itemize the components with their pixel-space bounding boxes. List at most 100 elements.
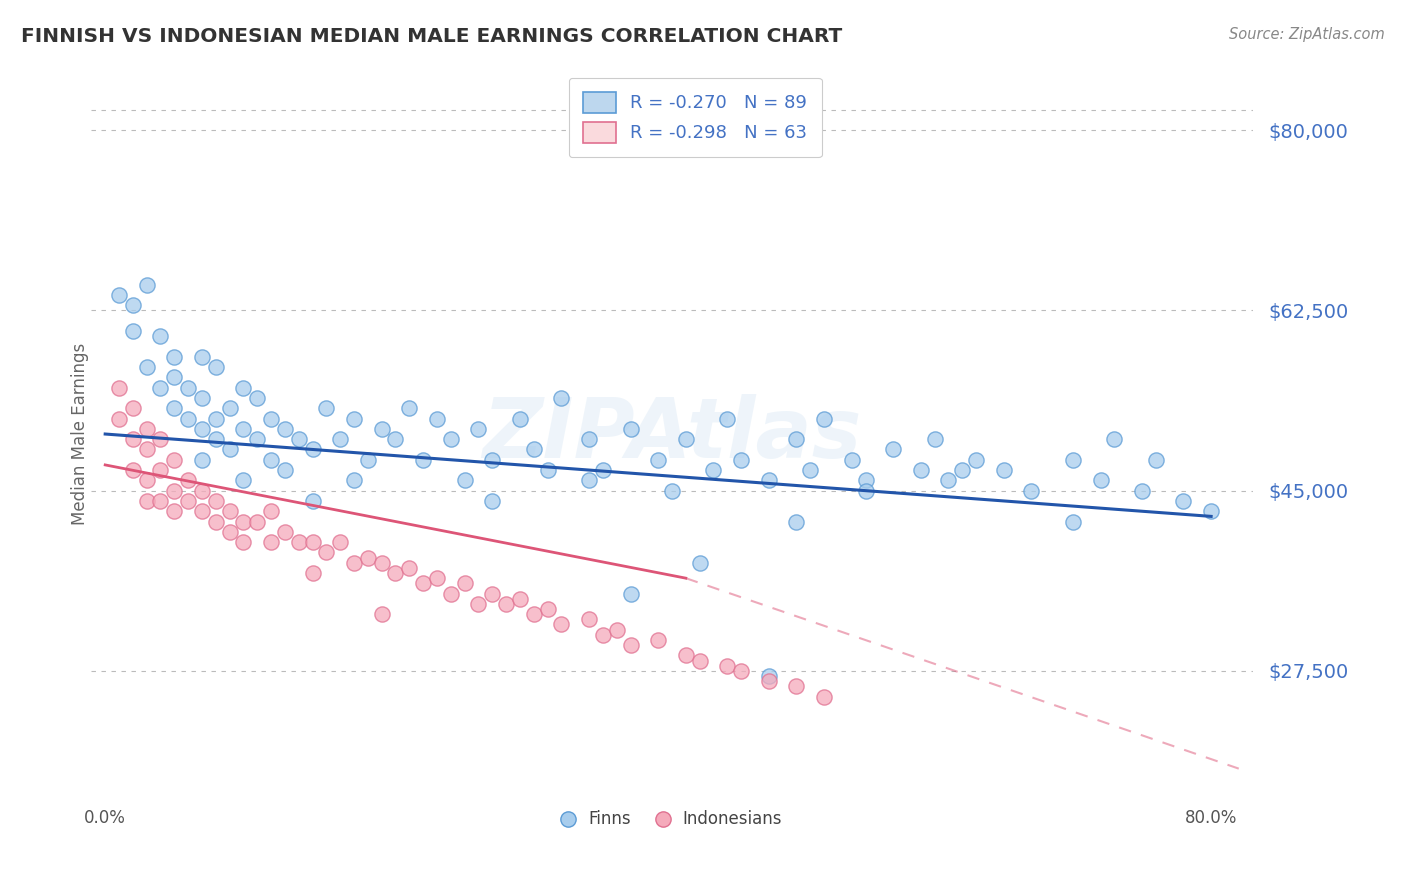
Point xyxy=(135,360,157,375)
Point xyxy=(163,504,186,518)
Point xyxy=(675,648,697,663)
Point xyxy=(523,607,546,622)
Point xyxy=(191,350,214,364)
Point xyxy=(121,463,143,477)
Point xyxy=(481,452,503,467)
Point xyxy=(343,411,366,425)
Point xyxy=(606,623,628,637)
Point xyxy=(550,391,572,405)
Text: Source: ZipAtlas.com: Source: ZipAtlas.com xyxy=(1229,27,1385,42)
Text: ZIPAtlas: ZIPAtlas xyxy=(482,393,862,475)
Point xyxy=(536,602,558,616)
Point xyxy=(232,474,254,488)
Point xyxy=(260,411,283,425)
Point xyxy=(716,411,738,425)
Point xyxy=(675,432,697,446)
Legend: Finns, Indonesians: Finns, Indonesians xyxy=(555,804,789,835)
Point xyxy=(1144,452,1167,467)
Point xyxy=(509,411,531,425)
Point xyxy=(218,401,240,416)
Point xyxy=(191,483,214,498)
Point xyxy=(329,432,352,446)
Point xyxy=(813,411,835,425)
Point xyxy=(108,288,131,302)
Point xyxy=(1021,483,1043,498)
Point xyxy=(135,494,157,508)
Point xyxy=(370,556,392,570)
Point xyxy=(246,391,269,405)
Point xyxy=(481,494,503,508)
Point xyxy=(315,545,337,559)
Point xyxy=(398,561,420,575)
Y-axis label: Median Male Earnings: Median Male Earnings xyxy=(72,343,89,525)
Point xyxy=(177,474,200,488)
Point xyxy=(177,494,200,508)
Point xyxy=(218,504,240,518)
Point xyxy=(191,422,214,436)
Point xyxy=(177,381,200,395)
Point xyxy=(260,535,283,549)
Point xyxy=(1173,494,1195,508)
Point xyxy=(232,381,254,395)
Point xyxy=(163,483,186,498)
Point xyxy=(440,432,463,446)
Point xyxy=(619,586,641,600)
Point xyxy=(716,658,738,673)
Point xyxy=(619,638,641,652)
Point xyxy=(135,442,157,457)
Point xyxy=(702,463,724,477)
Point xyxy=(163,370,186,384)
Point xyxy=(965,452,987,467)
Point xyxy=(1104,432,1126,446)
Point xyxy=(329,535,352,549)
Point xyxy=(578,474,600,488)
Point xyxy=(495,597,517,611)
Point xyxy=(204,411,226,425)
Point xyxy=(232,515,254,529)
Point xyxy=(204,515,226,529)
Point xyxy=(149,494,172,508)
Point xyxy=(855,483,877,498)
Point xyxy=(232,422,254,436)
Point xyxy=(191,504,214,518)
Point xyxy=(758,474,780,488)
Point xyxy=(592,463,614,477)
Point xyxy=(426,411,449,425)
Point xyxy=(108,411,131,425)
Point xyxy=(689,556,711,570)
Point xyxy=(467,422,489,436)
Point xyxy=(301,442,323,457)
Point xyxy=(1062,515,1084,529)
Point xyxy=(287,535,309,549)
Point xyxy=(550,617,572,632)
Point xyxy=(398,401,420,416)
Point xyxy=(412,576,434,591)
Point xyxy=(274,524,297,539)
Point xyxy=(204,432,226,446)
Point xyxy=(121,432,143,446)
Point xyxy=(730,664,752,678)
Text: FINNISH VS INDONESIAN MEDIAN MALE EARNINGS CORRELATION CHART: FINNISH VS INDONESIAN MEDIAN MALE EARNIN… xyxy=(21,27,842,45)
Point xyxy=(246,515,269,529)
Point xyxy=(218,442,240,457)
Point xyxy=(453,576,475,591)
Point xyxy=(204,494,226,508)
Point xyxy=(149,381,172,395)
Point xyxy=(785,679,807,693)
Point xyxy=(578,612,600,626)
Point xyxy=(730,452,752,467)
Point xyxy=(426,571,449,585)
Point xyxy=(135,422,157,436)
Point xyxy=(592,628,614,642)
Point xyxy=(149,329,172,343)
Point xyxy=(357,452,380,467)
Point xyxy=(647,452,669,467)
Point xyxy=(412,452,434,467)
Point xyxy=(453,474,475,488)
Point xyxy=(370,422,392,436)
Point xyxy=(301,535,323,549)
Point xyxy=(1130,483,1153,498)
Point xyxy=(343,474,366,488)
Point xyxy=(467,597,489,611)
Point xyxy=(440,586,463,600)
